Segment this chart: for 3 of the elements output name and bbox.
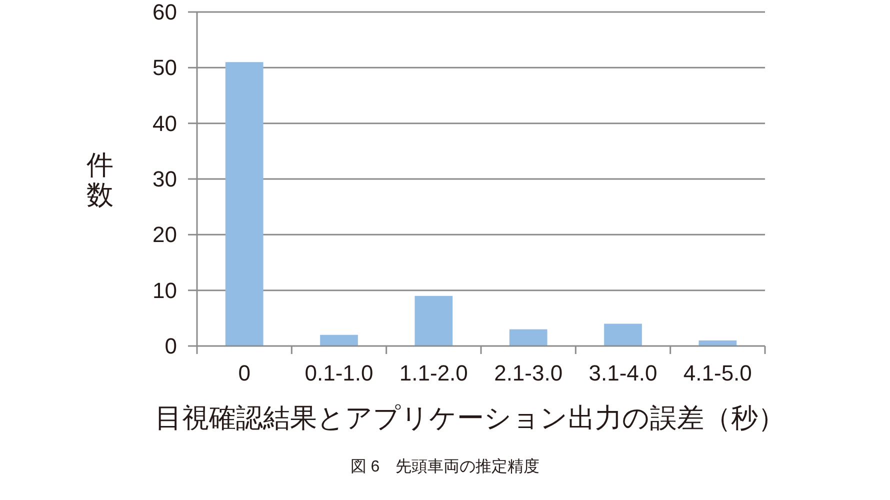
- ylabel: 件数: [86, 150, 114, 210]
- caption: 図 6 先頭車両の推定精度: [350, 458, 540, 476]
- xlabel: 目視確認結果とアプリケーション出力の誤差（秒）: [155, 403, 785, 433]
